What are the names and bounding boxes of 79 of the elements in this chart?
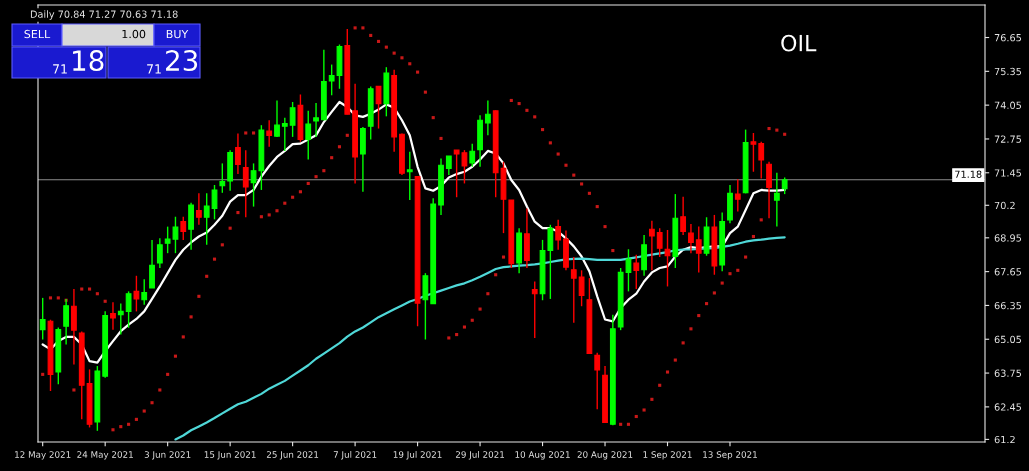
candlestick	[156, 237, 163, 269]
candlestick	[110, 301, 116, 331]
candlestick	[688, 223, 694, 254]
candlestick	[39, 297, 46, 341]
candlestick	[680, 196, 687, 236]
candlestick	[531, 280, 538, 339]
candlestick	[773, 172, 780, 228]
y-tick-label: 76.65	[994, 33, 1022, 42]
candlestick	[445, 155, 452, 176]
candlestick	[211, 184, 218, 221]
candlestick	[125, 290, 132, 329]
x-tick-label: 24 May 2021	[77, 451, 133, 460]
y-tick-label: 66.35	[994, 301, 1022, 310]
candlestick	[203, 192, 210, 246]
candlestick	[422, 272, 429, 341]
candlestick	[141, 278, 148, 306]
candlestick	[133, 275, 140, 313]
x-tick-label: 29 Jul 2021	[455, 451, 505, 460]
candlestick	[375, 85, 382, 130]
x-tick-label: 13 Sep 2021	[703, 451, 757, 460]
x-tick-label: 12 May 2021	[15, 451, 71, 460]
annotation: OIL	[781, 34, 817, 52]
y-tick-label: 67.65	[994, 268, 1022, 276]
candlestick	[570, 256, 577, 324]
candlestick	[484, 99, 491, 137]
y-tick-label: 61.2	[994, 435, 1015, 444]
candlestick	[117, 302, 124, 336]
ref-line-label: 71.18	[955, 170, 982, 178]
candlestick	[289, 101, 296, 138]
candlestick	[242, 149, 249, 218]
candlestick	[266, 119, 273, 148]
candlestick	[274, 99, 280, 138]
candlestick	[180, 216, 187, 241]
candlestick	[766, 161, 772, 219]
annotation: 1.00	[122, 29, 146, 39]
candlestick	[695, 225, 702, 274]
candlestick	[633, 254, 640, 290]
candlestick	[648, 219, 655, 272]
candlestick	[313, 102, 319, 138]
candlestick	[555, 219, 562, 251]
y-tick-label: 74.05	[994, 101, 1022, 109]
x-tick-label: 25 Jun 2021	[266, 451, 319, 460]
x-tick-label: 10 Aug 2021	[515, 451, 570, 460]
candlestick	[578, 269, 585, 307]
annotation: 71 18	[53, 50, 104, 74]
candlestick	[149, 239, 155, 289]
candlestick	[281, 116, 288, 152]
x-tick-label: 19 Jul 2021	[393, 451, 442, 460]
annotation: SELL	[24, 29, 51, 39]
line-series	[41, 100, 786, 364]
candlestick	[406, 151, 413, 201]
y-tick-label: 72.75	[994, 135, 1022, 143]
candlestick	[219, 162, 226, 194]
y-tick-label: 71.45	[994, 169, 1022, 177]
annotation: BUY	[166, 29, 189, 39]
candlestick	[758, 141, 765, 180]
candlestick	[656, 227, 663, 258]
candlestick	[469, 142, 476, 168]
candlestick	[594, 352, 601, 410]
x-tick-label: 15 Jun 2021	[204, 451, 256, 460]
y-tick-label: 62.45	[994, 403, 1022, 411]
line-series	[174, 236, 786, 441]
x-tick-label: 3 Jun 2021	[144, 451, 191, 460]
candlestick	[734, 178, 741, 213]
candlestick	[305, 110, 312, 161]
candlestick	[195, 192, 202, 226]
candlestick	[664, 229, 671, 288]
candlestick	[71, 288, 77, 366]
y-tick-label: 75.35	[994, 67, 1022, 76]
x-tick-label: 7 Jul 2021	[333, 451, 377, 460]
candlestick	[750, 132, 757, 173]
candlestick	[235, 132, 241, 175]
y-tick-label: 63.75	[994, 369, 1022, 377]
x-tick-label: 1 Sep 2021	[643, 451, 692, 460]
y-tick-label: 68.95	[994, 234, 1022, 242]
y-tick-label: 70.2	[994, 201, 1015, 210]
y-tick-label: 65.05	[994, 335, 1022, 344]
x-tick-label: 20 Aug 2021	[577, 451, 633, 460]
annotation: Daily 70.84 71.27 70.63 71.18	[30, 10, 178, 20]
